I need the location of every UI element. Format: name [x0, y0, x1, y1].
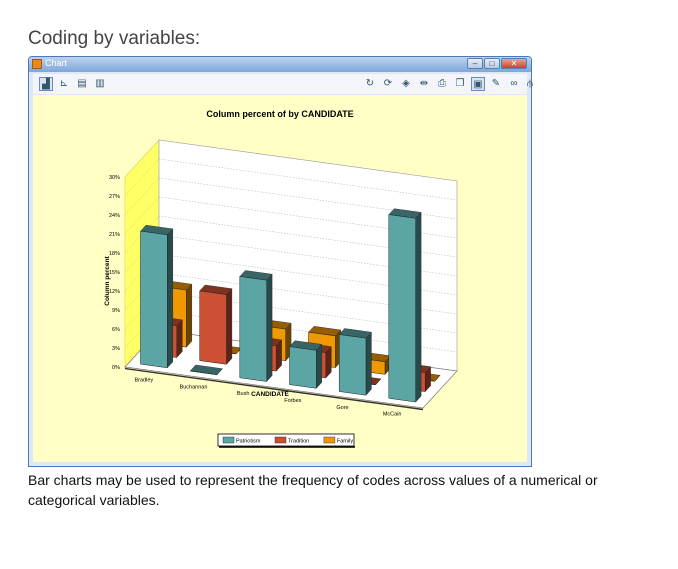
bar-side-face — [186, 283, 193, 348]
legend-swatch — [274, 436, 287, 444]
maximize-icon: □ — [489, 59, 495, 68]
chart-gridline — [124, 139, 160, 178]
rotate-icon[interactable]: ↻ — [365, 78, 375, 89]
chart-window: Chart – □ ✕ ▟ ⊾ ▤ ▥ ↻ ⟳ ◈ ⇹ ⎙ ❐ ▣ ✎ ∞ ⫛ … — [28, 56, 533, 467]
bar-front-face — [388, 214, 416, 403]
copy-icon[interactable]: ❐ — [455, 78, 465, 89]
bar-front-face — [190, 370, 218, 375]
save-icon[interactable]: ▣ — [471, 77, 485, 91]
legend-label: Patriotism — [236, 439, 261, 445]
chart-legend: Patriotism Tradition Family — [217, 433, 355, 448]
bar-side-face — [176, 319, 183, 359]
bar-side-face — [167, 228, 174, 369]
page-heading: Coding by variables: — [28, 28, 201, 49]
y-tick-label: 3% — [112, 346, 120, 352]
refresh-icon[interactable]: ⟳ — [383, 78, 393, 89]
y-tick-label: 9% — [112, 308, 120, 314]
area-chart-icon[interactable]: ▤ — [77, 78, 87, 89]
bar-front-face — [239, 276, 267, 382]
bar-front-face — [140, 230, 168, 369]
edit-icon[interactable]: ✎ — [491, 78, 501, 89]
y-tick-label: 12% — [109, 289, 120, 295]
x-tick-label: Forbes — [284, 398, 301, 404]
chart-gridline — [158, 291, 458, 334]
y-axis-title: Column percent — [104, 255, 111, 305]
bar-side-face — [415, 211, 422, 403]
bar-patriotism — [338, 328, 372, 396]
link-icon[interactable]: ∞ — [510, 78, 518, 89]
bar-front-face — [289, 346, 317, 389]
chart-gridline — [124, 177, 160, 216]
window-title: Chart — [45, 58, 68, 68]
chart-gridline — [158, 253, 458, 296]
bar-patriotism — [140, 224, 174, 369]
close-icon: ✕ — [510, 59, 518, 68]
bar-side-face — [365, 331, 372, 396]
legend-icon[interactable]: ⇹ — [419, 78, 429, 89]
legend-label: Tradition — [288, 439, 309, 445]
bar-side-face — [226, 288, 233, 365]
toolbar: ▟ ⊾ ▤ ▥ ↻ ⟳ ◈ ⇹ ⎙ ❐ ▣ ✎ ∞ ⫛ — [33, 74, 533, 94]
maximize-button[interactable]: □ — [484, 58, 500, 69]
bar-front-face — [338, 334, 367, 396]
x-tick-label: McCain — [383, 412, 402, 418]
bar-tradition — [199, 284, 233, 365]
y-tick-label: 18% — [109, 251, 120, 257]
chart-plot-area: Column percent of by CANDIDATE 0% 3% 6% 9% 12… — [33, 95, 527, 462]
y-tick-label: 15% — [109, 270, 120, 276]
bar-side-face — [316, 343, 322, 389]
bar-patriotism — [388, 208, 422, 403]
bar-front-face — [199, 290, 227, 365]
app-icon — [32, 59, 42, 69]
x-tick-label: Buchannan — [180, 384, 208, 390]
chart-gridline — [124, 196, 160, 235]
chart-svg: Column percent of by CANDIDATE 0% 3% 6% 9% 12… — [104, 109, 458, 448]
column-chart-icon[interactable]: ▥ — [95, 78, 105, 89]
chart-title: Column percent of by CANDIDATE — [206, 109, 353, 119]
y-tick-label: 0% — [112, 365, 120, 371]
y-tick-label: 27% — [109, 194, 120, 200]
stats-icon[interactable]: ⫛ — [527, 78, 533, 89]
y-tick-label: 30% — [109, 175, 120, 181]
chart-gridline — [158, 196, 458, 239]
legend-swatch — [323, 436, 336, 444]
x-tick-label: Bradley — [135, 377, 154, 383]
chart-gridline — [158, 310, 458, 353]
legend-label: Family — [337, 439, 353, 445]
chart-gridline — [124, 158, 160, 197]
x-tick-label: Bush — [237, 391, 250, 397]
line-chart-icon[interactable]: ⊾ — [59, 78, 69, 89]
close-button[interactable]: ✕ — [501, 58, 527, 69]
bar-side-face — [266, 273, 273, 383]
minimize-button[interactable]: – — [467, 58, 483, 69]
legend-swatch — [222, 436, 235, 444]
bar-patriotism — [289, 340, 323, 389]
bar-patriotism — [239, 270, 273, 383]
x-axis-title: CANDIDATE — [251, 391, 289, 398]
chart-gridline — [158, 272, 458, 315]
y-tick-label: 24% — [109, 213, 120, 219]
window-titlebar[interactable]: Chart – □ ✕ — [29, 57, 531, 72]
chart-gridline — [158, 215, 458, 258]
bar-chart-icon[interactable]: ▟ — [39, 77, 53, 91]
y-tick-label: 6% — [112, 327, 120, 333]
bar-patriotism — [189, 364, 223, 375]
print-icon[interactable]: ⎙ — [438, 78, 446, 89]
minimize-icon: – — [472, 59, 478, 68]
x-tick-label: Gore — [336, 405, 348, 411]
palette-icon[interactable]: ◈ — [402, 78, 410, 89]
chart-floor-front-edge — [124, 367, 424, 411]
chart-gridline — [158, 158, 458, 201]
chart-gridline — [158, 177, 458, 220]
chart-gridline — [158, 234, 458, 277]
page-caption: Bar charts may be used to represent the … — [28, 472, 598, 508]
chart-gridline — [158, 139, 458, 182]
y-tick-label: 21% — [109, 232, 120, 238]
